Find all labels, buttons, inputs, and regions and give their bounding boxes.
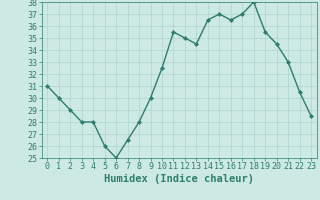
X-axis label: Humidex (Indice chaleur): Humidex (Indice chaleur) — [104, 174, 254, 184]
